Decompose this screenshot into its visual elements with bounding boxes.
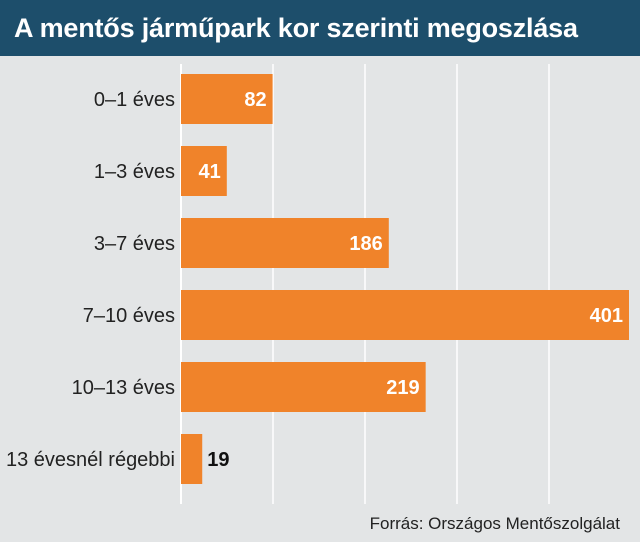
category-label: 0–1 éves <box>94 89 175 111</box>
category-label: 7–10 éves <box>83 305 175 327</box>
category-label: 13 évesnél régebbi <box>6 449 175 471</box>
bar <box>181 146 227 196</box>
category-label: 1–3 éves <box>94 161 175 183</box>
bar <box>181 290 629 340</box>
data-label: 186 <box>349 233 382 255</box>
data-label: 41 <box>199 161 221 183</box>
source-note: Forrás: Országos Mentőszolgálat <box>369 514 620 533</box>
data-label: 19 <box>207 449 229 471</box>
bar <box>181 218 389 268</box>
bar-chart: 0–1 éves 82 1–3 éves 41 3–7 éves 186 7–10 éves… <box>6 64 629 504</box>
data-label: 219 <box>386 377 419 399</box>
chart-plot-area: 0–1 éves 82 1–3 éves 41 3–7 éves 186 7–10 éves… <box>0 56 640 542</box>
category-label: 3–7 éves <box>94 233 175 255</box>
data-label: 82 <box>244 89 266 111</box>
data-label: 401 <box>590 305 623 327</box>
chart-header: A mentős járműpark kor szerinti megoszlá… <box>0 0 640 56</box>
chart-title: A mentős járműpark kor szerinti megoszlá… <box>14 12 578 43</box>
bar <box>181 434 203 484</box>
bar <box>181 362 426 412</box>
bar <box>181 74 273 124</box>
category-label: 10–13 éves <box>72 377 175 399</box>
